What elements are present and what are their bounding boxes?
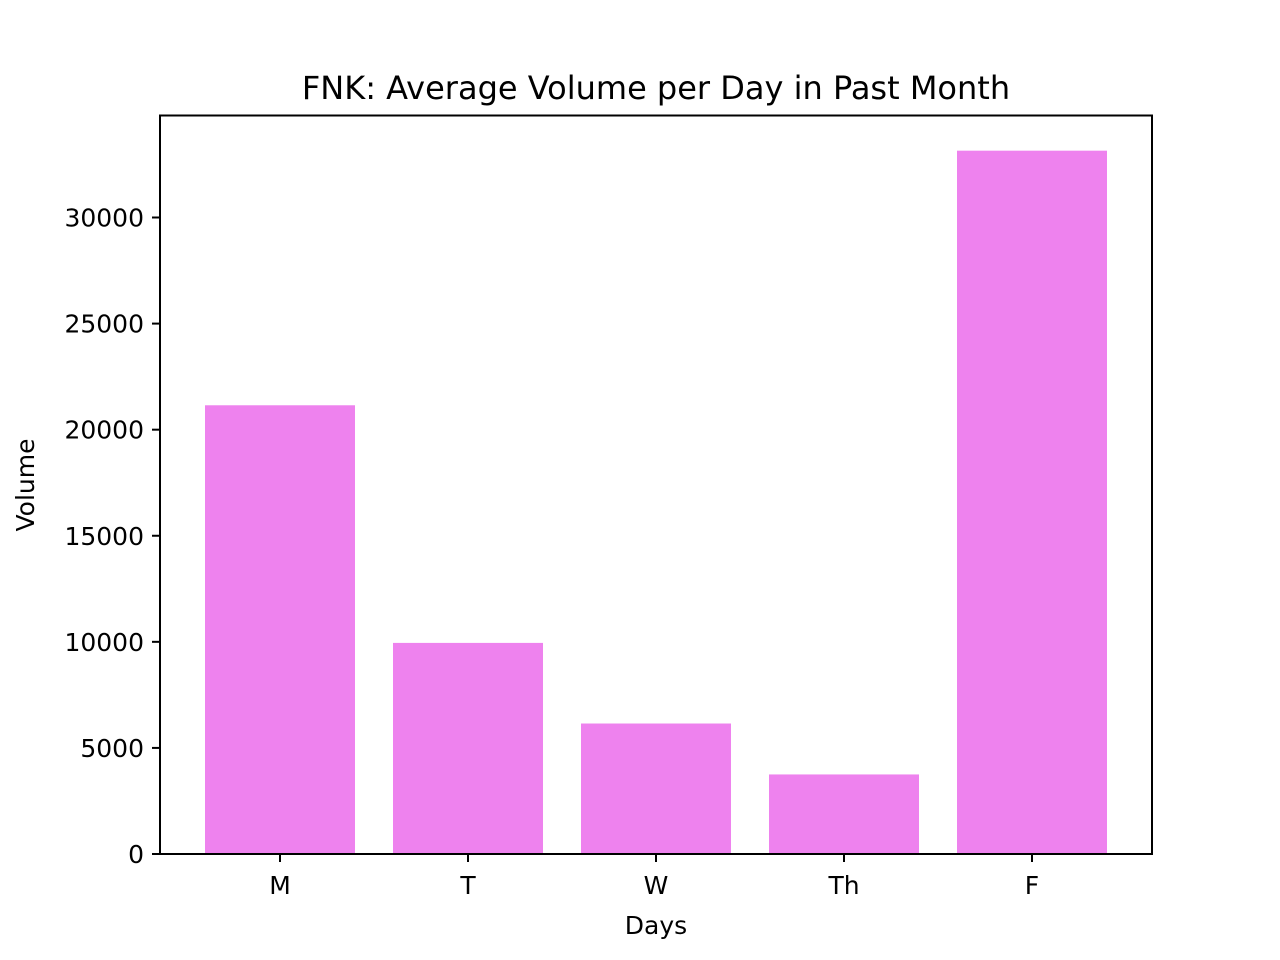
y-axis: 0 5000 10000 15000 20000 25000 30000 <box>64 204 160 869</box>
y-tick-label: 25000 <box>64 310 144 339</box>
y-axis-label: Volume <box>11 439 40 532</box>
y-tick-label: 20000 <box>64 416 144 445</box>
bar-m <box>205 405 355 854</box>
bars-group <box>205 150 1107 855</box>
bar-th <box>769 774 919 854</box>
bar-t <box>393 642 543 854</box>
y-tick-label: 15000 <box>64 522 144 551</box>
y-tick-label: 0 <box>128 840 144 869</box>
x-tick-label: F <box>1025 871 1039 900</box>
x-tick-label: T <box>459 871 476 900</box>
x-tick-label: W <box>644 871 669 900</box>
x-axis: M T W Th F <box>269 854 1039 900</box>
y-tick-label: 5000 <box>80 734 144 763</box>
y-tick-label: 30000 <box>64 204 144 233</box>
chart-title: FNK: Average Volume per Day in Past Mont… <box>302 69 1010 107</box>
y-tick-label: 10000 <box>64 628 144 657</box>
x-tick-label: Th <box>827 871 859 900</box>
bar-f <box>957 150 1107 855</box>
x-axis-label: Days <box>625 911 687 940</box>
bar-w <box>581 723 731 854</box>
x-tick-label: M <box>269 871 291 900</box>
